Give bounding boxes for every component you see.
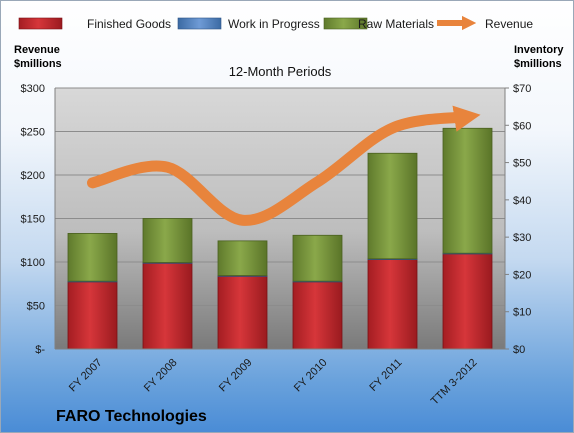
- left-axis-title-line2: $millions: [14, 58, 62, 70]
- company-name: FARO Technologies: [56, 408, 207, 425]
- left-tick-label: $50: [27, 301, 45, 313]
- legend-item-finished-goods: Finished Goods: [18, 17, 171, 31]
- right-tick-label: $20: [513, 269, 531, 281]
- revenue-point: [466, 115, 469, 119]
- bar-segment-finished-goods: [142, 262, 193, 350]
- revenue-point: [391, 126, 394, 130]
- right-tick-label: $70: [513, 83, 531, 95]
- legend-swatch-finished-goods: [18, 17, 63, 30]
- bar-segment-finished-goods: [67, 281, 118, 350]
- revenue-point: [166, 165, 169, 169]
- legend-item-revenue: Revenue: [437, 15, 533, 31]
- left-axis: $- $50 $100 $150 $200 $250 $300: [21, 83, 56, 356]
- legend-label-raw-materials: Raw Materials: [358, 17, 434, 31]
- bar-segment-raw-materials: [217, 240, 268, 276]
- legend-label-work-in-progress: Work in Progress: [228, 17, 320, 31]
- revenue-point: [316, 180, 319, 184]
- bar-segment-finished-goods: [367, 259, 418, 350]
- bar-segment-finished-goods: [292, 281, 343, 350]
- left-axis-title-line1: Revenue: [14, 44, 60, 56]
- right-tick-label: $50: [513, 158, 531, 170]
- revenue-line-layer: [87, 105, 481, 226]
- left-tick-label: $200: [21, 170, 45, 182]
- right-axis-title-line2: $millions: [514, 58, 562, 70]
- revenue-point: [91, 181, 94, 185]
- left-tick-label: $250: [21, 127, 45, 139]
- left-tick-label: $300: [21, 83, 45, 95]
- x-tick-label: FY 2009: [217, 357, 255, 395]
- x-tick-label: FY 2010: [292, 357, 330, 395]
- legend-item-raw-materials: Raw Materials: [323, 17, 434, 31]
- revenue-line: [87, 105, 481, 226]
- legend: Finished Goods Work in Progress Raw Mate…: [18, 15, 533, 31]
- x-tick-label: TTM 3-2012: [429, 357, 480, 408]
- legend-label-finished-goods: Finished Goods: [87, 17, 171, 31]
- x-axis: FY 2007 FY 2008 FY 2009 FY 2010 FY 2011 TTM 3…: [55, 348, 505, 408]
- right-tick-label: $10: [513, 307, 531, 319]
- bar-segment-finished-goods: [217, 275, 268, 350]
- left-tick-label: $100: [21, 257, 45, 269]
- bar-segment-raw-materials: [367, 152, 418, 260]
- bars: [67, 127, 493, 350]
- legend-swatch-work-in-progress: [177, 17, 222, 30]
- bar-segment-raw-materials: [442, 127, 493, 254]
- revenue-point: [241, 218, 244, 222]
- right-tick-label: $60: [513, 120, 531, 132]
- left-tick-label: $-: [35, 344, 45, 356]
- right-axis-title-line1: Inventory: [514, 44, 564, 56]
- legend-swatch-raw-materials: [323, 17, 368, 30]
- bar-segment-finished-goods: [442, 253, 493, 350]
- bar-segment-raw-materials: [67, 233, 118, 282]
- right-tick-label: $40: [513, 195, 531, 207]
- right-axis: $0 $10 $20 $30 $40 $50 $60 $70: [504, 83, 531, 356]
- legend-label-revenue: Revenue: [485, 17, 533, 31]
- bar-segment-raw-materials: [292, 234, 343, 282]
- left-tick-label: $150: [21, 214, 45, 226]
- right-tick-label: $30: [513, 232, 531, 244]
- chart-subtitle: 12-Month Periods: [229, 64, 332, 79]
- x-tick-label: FY 2011: [367, 357, 404, 394]
- legend-item-work-in-progress: Work in Progress: [177, 17, 320, 31]
- right-tick-label: $0: [513, 344, 525, 356]
- x-tick-label: FY 2008: [142, 357, 180, 395]
- x-tick-label: FY 2007: [67, 357, 105, 395]
- bar-segment-raw-materials: [142, 218, 193, 263]
